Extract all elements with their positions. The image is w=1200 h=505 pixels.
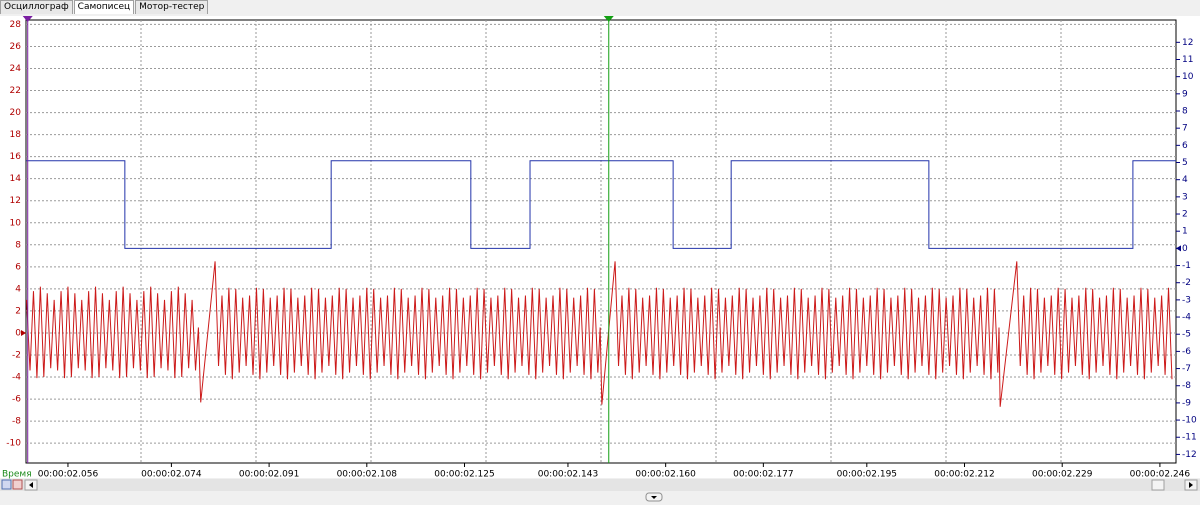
plot-layer [26,20,1176,463]
y2-tick-label: 3 [1182,192,1188,202]
y2-tick-label: 11 [1182,55,1193,65]
tab-bar: Осциллограф Самописец Мотор-тестер [0,0,209,14]
y-tick-label: 12 [10,196,21,206]
x-tick-label: 00:00:02.074 [141,470,202,480]
x-axis-label: Время [2,470,32,480]
x-tick-label: 00:00:02.160 [635,470,696,480]
y-tick-label: 24 [10,64,22,74]
arrow-icon [1189,482,1193,488]
zoom-button[interactable] [1,479,12,490]
y2-tick-label: 5 [1182,158,1188,168]
signal-line [26,261,1173,407]
y-tick-label: 10 [10,218,22,228]
x-tick-label: 00:00:02.091 [239,470,299,480]
signal-line [26,160,1176,249]
arrow-icon [651,496,657,499]
y2-tick-label: -8 [1182,381,1191,391]
x-tick-label: 00:00:02.177 [733,470,793,480]
y-tick-label: -10 [6,439,21,449]
y2-tick-label: 1 [1182,227,1188,237]
y-tick-label: -8 [12,417,21,427]
y-tick-label: 28 [10,20,22,30]
x-tick-label: 00:00:02.212 [934,470,994,480]
y2-tick-label: -3 [1182,295,1191,305]
y2-tick-label: -10 [1182,416,1197,426]
y2-tick-label: 10 [1182,72,1194,82]
tab[interactable]: Самописец [73,0,135,14]
y2-tick-label: 6 [1182,141,1188,151]
y2-tick-label: -11 [1182,433,1197,443]
y-tick-label: 6 [15,262,21,272]
cursor-handle [22,16,33,22]
y-tick-label: -6 [12,395,21,405]
x-tick-label: 00:00:02.195 [837,470,897,480]
y2-tick-label: -2 [1182,278,1191,288]
y-tick-label: 2 [15,306,21,316]
x-tick-label: 00:00:02.125 [434,470,494,480]
y2-tick-label: 8 [1182,107,1188,117]
y2-tick-label: -4 [1182,313,1191,323]
x-tick-label: 00:00:02.143 [538,470,598,480]
y2-tick-label: -12 [1182,450,1197,460]
y2-tick-label: 7 [1182,124,1188,134]
y2-tick-label: -5 [1182,330,1191,340]
scroll-thumb[interactable] [1151,479,1165,491]
y-tick-label: 18 [10,130,22,140]
scrollbar[interactable] [0,479,1200,491]
x-tick-label: 00:00:02.246 [1130,470,1191,480]
zero-marker [21,329,26,336]
arrow-icon [29,482,33,488]
y-tick-label: 22 [10,86,21,96]
y2-tick-label: 4 [1182,175,1188,185]
y-tick-label: -2 [12,351,21,361]
cursor-handle [603,16,614,22]
y2-tick-label: 0 [1182,244,1188,254]
y2-tick-label: -6 [1182,347,1191,357]
tab[interactable]: Осциллограф [0,0,73,14]
tab[interactable]: Мотор-тестер [135,0,209,14]
y2-tick-label: -9 [1182,398,1191,408]
y-tick-label: 14 [10,174,22,184]
y2-tick-label: -1 [1182,261,1191,271]
x-tick-label: 00:00:02.108 [337,470,398,480]
y2-tick-label: 2 [1182,210,1188,220]
y-tick-label: 26 [10,42,22,52]
y-tick-label: 20 [10,108,22,118]
zoom-button[interactable] [12,479,23,490]
x-tick-label: 00:00:02.229 [1032,470,1093,480]
y2-tick-label: 12 [1182,38,1193,48]
zero-marker [1176,245,1181,252]
y-tick-label: 8 [15,240,21,250]
x-tick-label: 00:00:02.056 [38,470,99,480]
y-tick-label: 16 [10,152,22,162]
y2-tick-label: 9 [1182,89,1188,99]
y-tick-label: 4 [15,284,21,294]
y-tick-label: -4 [12,373,21,383]
y2-tick-label: -7 [1182,364,1191,374]
y-tick-label: 0 [15,328,21,338]
